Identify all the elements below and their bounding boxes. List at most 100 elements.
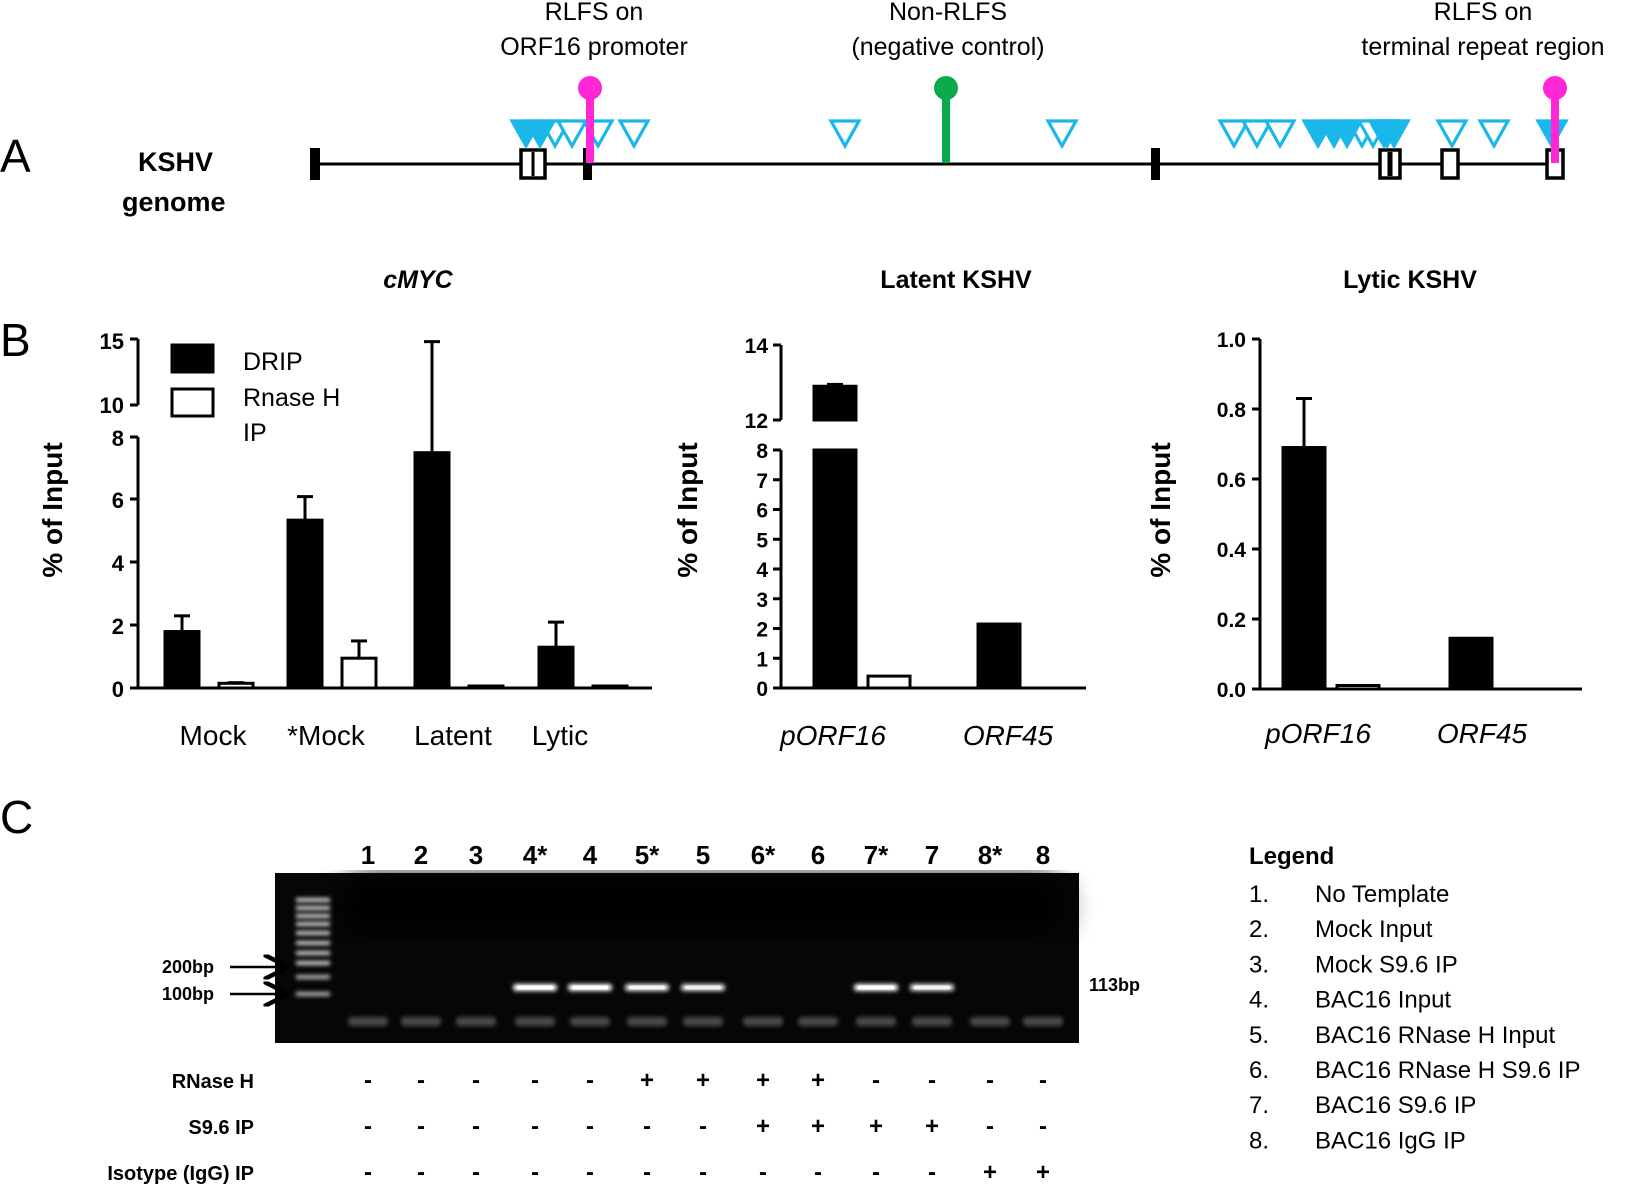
lane-numbers: 1 2 3 4* 4 5* 5 6* 6 7* 7 8* 8: [361, 840, 1050, 870]
condition-minus: -: [699, 1113, 707, 1140]
ladder-band: [296, 975, 330, 979]
panel-c: C 1 2 3 4* 4 5* 5 6* 6 7* 7 8* 8 200bp 100bp 113bp R…: [0, 791, 1580, 1186]
legend-label-drip: DRIP: [243, 348, 303, 376]
gel-legend-item: No Template: [1315, 881, 1449, 908]
chart-cmyc-ylabel: % of Input: [37, 442, 68, 577]
condition-minus: -: [928, 1067, 936, 1094]
gel-legend-number: 8.: [1249, 1127, 1269, 1154]
bar-drip-3: [413, 451, 451, 690]
condition-plus: +: [811, 1067, 825, 1094]
primer-dimer-band: [743, 1017, 783, 1026]
primer-dimer-band: [401, 1017, 441, 1026]
genome-label-line2: genome: [122, 187, 226, 217]
chart-latent-ytick: 7: [756, 470, 768, 493]
site-label-2-line2: (negative control): [851, 33, 1044, 61]
chart-cmyc-xtick: Mock: [180, 720, 248, 751]
gel-legend-item: Mock Input: [1315, 916, 1433, 943]
bar-rnaseh-3: [467, 684, 505, 690]
condition-minus: -: [586, 1159, 594, 1186]
primer-dimer-band: [348, 1017, 388, 1026]
bar-drip-1: [812, 448, 858, 690]
rlfs-markers: [509, 119, 1569, 150]
primer-dimer-band: [856, 1017, 896, 1026]
condition-label-rnaseh: RNase H: [172, 1071, 254, 1093]
primer-dimer-band: [570, 1017, 610, 1026]
chart-latent-ytick: 5: [756, 529, 768, 552]
gel-legend-number: 1.: [1249, 881, 1269, 908]
genome-tick: [583, 148, 592, 180]
chart-lytic-xtick: pORF16: [1264, 718, 1371, 749]
chart-cmyc-ytick: 10: [100, 393, 124, 418]
gel-legend-item: Mock S9.6 IP: [1315, 951, 1458, 978]
condition-plus: +: [925, 1113, 939, 1140]
lane-number: 6*: [751, 840, 776, 870]
condition-label-igg: Isotype (IgG) IP: [107, 1163, 254, 1185]
primer-dimer-band: [683, 1017, 723, 1026]
ladder-band: [296, 898, 330, 902]
chart-latent-ytick: 8: [756, 440, 768, 463]
ladder-band: [296, 961, 330, 965]
lane-number: 1: [361, 840, 375, 870]
chart-latent-ytick: 6: [756, 500, 768, 523]
chart-latent-xtick: ORF45: [963, 720, 1054, 751]
ladder-band: [296, 906, 330, 910]
rlfs-pin-terminal-repeat-head: [1543, 76, 1567, 100]
lane-number: 2: [414, 840, 428, 870]
genome-start-tick: [310, 148, 320, 180]
rlfs-marker-open: [1477, 119, 1511, 150]
condition-minus: -: [417, 1159, 425, 1186]
chart-latent-ylabel: % of Input: [672, 442, 703, 577]
gel-ladder: [296, 898, 330, 996]
lane-number: 6: [811, 840, 825, 870]
rlfs-marker-open: [1217, 119, 1251, 150]
condition-minus: -: [759, 1159, 767, 1186]
chart-latent-ytick: 1: [756, 648, 768, 671]
gel-legend-item: BAC16 RNase H Input: [1315, 1022, 1555, 1049]
condition-minus: -: [417, 1067, 425, 1094]
bar-drip-1: [163, 630, 201, 690]
condition-minus: -: [699, 1159, 707, 1186]
condition-minus: -: [364, 1113, 372, 1140]
primer-dimer-band: [627, 1017, 667, 1026]
site-label-3-line1: RLFS on: [1434, 0, 1533, 26]
lane-number: 8: [1036, 840, 1050, 870]
chart-lytic-ylabel: % of Input: [1145, 442, 1176, 577]
gel-legend-number: 4.: [1249, 987, 1269, 1014]
panel-a-letter: A: [0, 130, 31, 182]
chart-latent-ytick: 4: [756, 559, 768, 582]
site-label-3-line2: terminal repeat region: [1361, 33, 1604, 61]
rlfs-marker-open: [1240, 119, 1274, 150]
primer-dimer-band: [515, 1017, 555, 1026]
panel-c-letter: C: [0, 791, 33, 843]
lane-number: 7: [925, 840, 939, 870]
bar-drip-2: [976, 622, 1022, 690]
legend-swatch-drip: [170, 343, 215, 374]
rlfs-marker-open: [1435, 119, 1469, 150]
rlfs-marker-open: [1045, 119, 1079, 150]
chart-cmyc-ytick: 0: [112, 677, 124, 702]
condition-marks: - - - - - + + + + - - - - - - - - - - - + + + + - - - - - - - - - - - - - + +: [364, 1067, 1050, 1186]
genome-tick: [1151, 148, 1160, 180]
condition-minus: -: [814, 1159, 822, 1186]
condition-minus: -: [531, 1067, 539, 1094]
chart-lytic-xtick: ORF45: [1437, 718, 1528, 749]
condition-minus: -: [872, 1159, 880, 1186]
site-label-2-line1: Non-RLFS: [889, 0, 1007, 26]
rlfs-marker-open: [617, 119, 651, 150]
condition-label-s96: S9.6 IP: [188, 1117, 254, 1139]
bar-rnaseh-1: [1335, 684, 1381, 691]
chart-cmyc-xtick: Latent: [414, 720, 492, 751]
chart-latent-title: Latent KSHV: [880, 266, 1032, 294]
legend-swatch-rnaseh: [170, 387, 215, 418]
condition-plus: +: [756, 1113, 770, 1140]
bar-drip-2: [286, 518, 324, 690]
chart-lytic-ytick: 1.0: [1217, 329, 1246, 352]
site-label-1-line1: RLFS on: [545, 0, 644, 26]
lane-number: 4*: [523, 840, 548, 870]
ladder-band: [296, 922, 330, 926]
condition-minus: -: [1039, 1067, 1047, 1094]
chart-cmyc-xtick: *Mock: [287, 720, 366, 751]
chart-cmyc: cMYC % of Input 0 2 4 6 8 10 15 Mock: [37, 266, 652, 751]
